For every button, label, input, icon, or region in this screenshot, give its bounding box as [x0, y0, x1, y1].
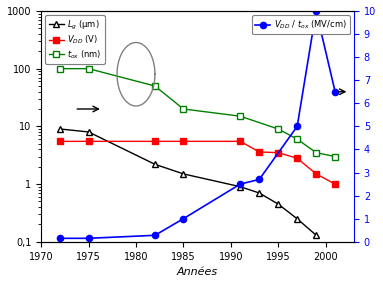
$t_{ox}$ (nm) — [153, 84, 157, 88]
$V_{DD}$ (V) — [314, 172, 318, 176]
$V_{DD}$ / $t_{ox}$ (MV/cm) — [86, 237, 91, 240]
$L_g$ (μm) — [295, 217, 300, 220]
$V_{DD}$ / $t_{ox}$ (MV/cm) — [58, 237, 62, 240]
$V_{DD}$ / $t_{ox}$ (MV/cm) — [181, 217, 186, 220]
Legend: $L_g$ (μm), $V_{DD}$ (V), $t_{ox}$ (nm): $L_g$ (μm), $V_{DD}$ (V), $t_{ox}$ (nm) — [45, 15, 105, 64]
$V_{DD}$ (V) — [333, 182, 337, 186]
$V_{DD}$ / $t_{ox}$ (MV/cm) — [295, 125, 300, 128]
$V_{DD}$ (V) — [276, 151, 280, 154]
$V_{DD}$ / $t_{ox}$ (MV/cm) — [314, 9, 318, 13]
$L_g$ (μm) — [181, 172, 186, 176]
$L_g$ (μm) — [238, 185, 242, 188]
$t_{ox}$ (nm) — [314, 151, 318, 154]
$V_{DD}$ (V) — [86, 140, 91, 143]
$V_{DD}$ (V) — [295, 156, 300, 160]
Line: $t_{ox}$ (nm): $t_{ox}$ (nm) — [57, 66, 338, 160]
$t_{ox}$ (nm) — [181, 107, 186, 111]
Legend: $V_{DD}$ / $t_{ox}$ (MV/cm): $V_{DD}$ / $t_{ox}$ (MV/cm) — [252, 15, 350, 34]
X-axis label: Années: Années — [177, 267, 218, 277]
$V_{DD}$ / $t_{ox}$ (MV/cm) — [238, 182, 242, 186]
$V_{DD}$ / $t_{ox}$ (MV/cm) — [333, 90, 337, 93]
$t_{ox}$ (nm) — [238, 114, 242, 118]
$L_g$ (μm) — [153, 163, 157, 166]
$L_g$ (μm) — [257, 191, 262, 195]
$t_{ox}$ (nm) — [295, 137, 300, 141]
$L_g$ (μm) — [314, 233, 318, 237]
$L_g$ (μm) — [276, 202, 280, 206]
$t_{ox}$ (nm) — [58, 67, 62, 70]
Line: $V_{DD}$ / $t_{ox}$ (MV/cm): $V_{DD}$ / $t_{ox}$ (MV/cm) — [57, 8, 338, 241]
Line: $V_{DD}$ (V): $V_{DD}$ (V) — [57, 138, 338, 187]
$V_{DD}$ / $t_{ox}$ (MV/cm) — [153, 234, 157, 237]
$V_{DD}$ (V) — [181, 140, 186, 143]
$L_g$ (μm) — [58, 127, 62, 131]
$V_{DD}$ (V) — [153, 140, 157, 143]
$t_{ox}$ (nm) — [276, 127, 280, 131]
$t_{ox}$ (nm) — [86, 67, 91, 70]
$L_g$ (μm) — [86, 130, 91, 134]
Line: $L_g$ (μm): $L_g$ (μm) — [57, 126, 319, 238]
$t_{ox}$ (nm) — [333, 155, 337, 158]
$V_{DD}$ / $t_{ox}$ (MV/cm) — [257, 178, 262, 181]
$V_{DD}$ (V) — [257, 150, 262, 154]
$V_{DD}$ (V) — [238, 140, 242, 143]
$V_{DD}$ (V) — [58, 140, 62, 143]
